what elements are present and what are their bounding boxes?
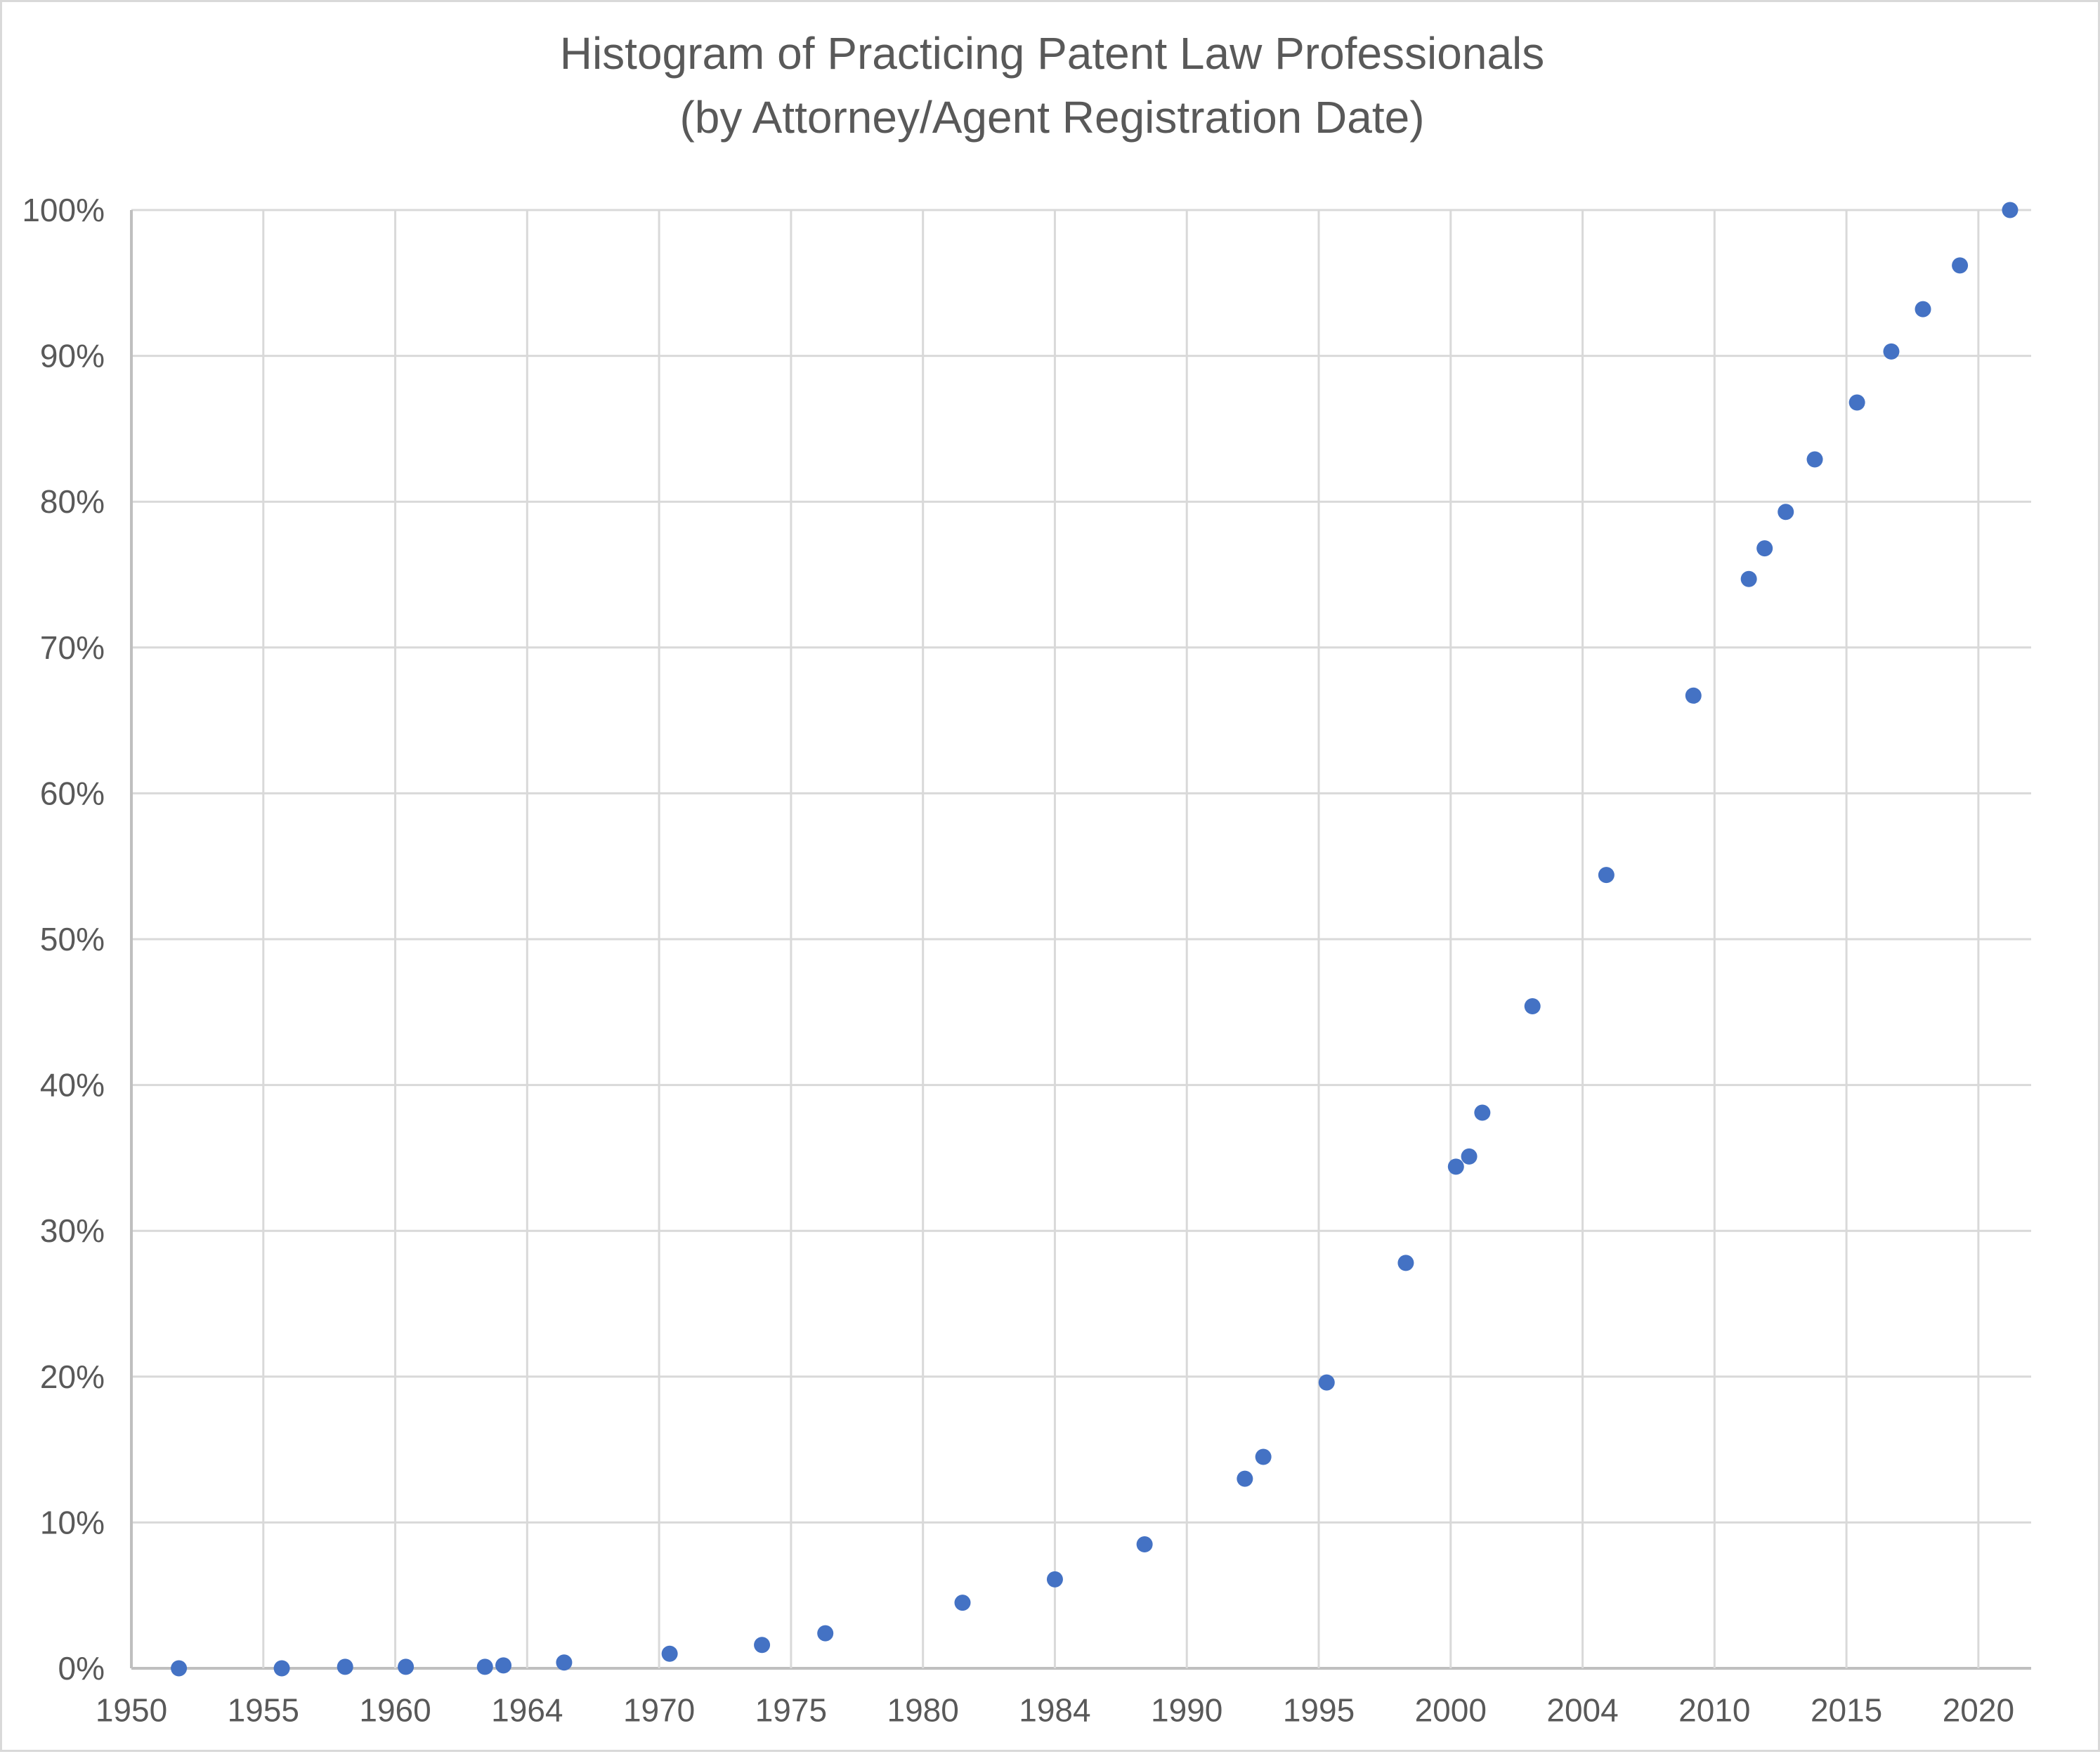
y-axis-tick-label: 10% <box>40 1504 105 1540</box>
scatter-point <box>273 1660 290 1677</box>
scatter-point <box>495 1657 512 1674</box>
y-axis-tick-label: 80% <box>40 483 105 520</box>
scatter-point <box>1237 1470 1253 1487</box>
x-axis-tick-label: 1975 <box>755 1692 827 1729</box>
scatter-point <box>1915 301 1931 318</box>
y-axis-tick-label: 70% <box>40 629 105 666</box>
scatter-point <box>1685 687 1702 704</box>
scatter-point <box>754 1637 771 1654</box>
scatter-point <box>1740 570 1757 587</box>
x-axis-tick-label: 1955 <box>228 1692 299 1729</box>
scatter-point <box>1756 540 1773 557</box>
scatter-point <box>1778 504 1794 521</box>
scatter-point <box>1397 1255 1414 1271</box>
scatter-point <box>1474 1104 1491 1121</box>
scatter-point <box>1952 257 1969 274</box>
x-axis-tick-label: 1980 <box>887 1692 958 1729</box>
x-axis-tick-label: 1984 <box>1019 1692 1090 1729</box>
x-axis-tick-label: 1990 <box>1151 1692 1222 1729</box>
scatter-point <box>1255 1448 1272 1465</box>
y-axis-tick-label: 60% <box>40 775 105 811</box>
y-axis-tick-label: 100% <box>22 192 105 228</box>
y-axis-tick-label: 90% <box>40 338 105 374</box>
scatter-point <box>476 1658 493 1675</box>
chart-title-line-2: (by Attorney/Agent Registration Date) <box>679 91 1425 143</box>
scatter-point <box>1046 1571 1063 1588</box>
scatter-point <box>2002 202 2019 218</box>
chart-title: Histogram of Practicing Patent Law Profe… <box>2 22 2100 150</box>
scatter-point <box>661 1645 678 1662</box>
y-axis-tick-label: 50% <box>40 921 105 957</box>
scatter-point <box>1447 1158 1464 1175</box>
x-axis-tick-label: 1970 <box>623 1692 695 1729</box>
scatter-point <box>1136 1536 1153 1553</box>
scatter-point <box>817 1625 834 1642</box>
chart-title-line-1: Histogram of Practicing Patent Law Profe… <box>559 28 1545 79</box>
scatter-point <box>1524 997 1541 1014</box>
x-axis-tick-label: 2004 <box>1546 1692 1618 1729</box>
y-axis-tick-label: 20% <box>40 1359 105 1395</box>
scatter-point <box>171 1660 188 1677</box>
scatter-point <box>398 1658 415 1675</box>
x-axis-tick-label: 1950 <box>96 1692 167 1729</box>
y-axis-tick-label: 30% <box>40 1212 105 1249</box>
x-axis-tick-label: 2015 <box>1811 1692 1882 1729</box>
x-axis-tick-label: 1960 <box>359 1692 431 1729</box>
scatter-point <box>1598 867 1615 884</box>
x-axis-tick-label: 2010 <box>1678 1692 1750 1729</box>
x-axis-tick-label: 2020 <box>1943 1692 2014 1729</box>
scatter-point <box>1461 1148 1478 1165</box>
scatter-point <box>1848 394 1865 411</box>
scatter-point <box>337 1658 353 1675</box>
scatter-point <box>1883 343 1900 360</box>
scatter-point <box>1806 451 1823 468</box>
x-axis-tick-label: 1995 <box>1283 1692 1355 1729</box>
scatter-point <box>1318 1374 1335 1391</box>
y-axis-tick-label: 0% <box>58 1650 105 1687</box>
x-axis-tick-label: 2000 <box>1415 1692 1487 1729</box>
scatter-point <box>556 1654 573 1671</box>
scatter-point <box>954 1595 971 1611</box>
x-axis-tick-label: 1964 <box>491 1692 563 1729</box>
y-axis-tick-label: 40% <box>40 1067 105 1104</box>
